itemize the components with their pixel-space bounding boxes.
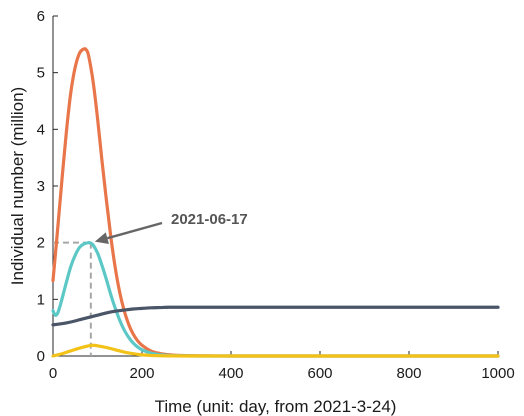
annotation-arrow-head xyxy=(94,232,109,244)
y-axis-title: Individual number (million) xyxy=(8,87,27,285)
series-line-4 xyxy=(51,305,500,327)
annotations: 2021-06-17 xyxy=(94,211,248,244)
x-tick-label: 600 xyxy=(307,365,332,382)
annotation-arrow-shaft xyxy=(107,221,163,240)
y-tick-label: 0 xyxy=(37,348,45,365)
y-tick-label: 4 xyxy=(37,121,45,138)
x-tick-label: 1000 xyxy=(481,365,514,382)
y-tick-label: 5 xyxy=(37,65,45,82)
x-tick-label: 800 xyxy=(396,365,421,382)
series-line-3 xyxy=(51,343,500,358)
annotation-date-label: 2021-06-17 xyxy=(171,211,248,228)
x-tick-label: 0 xyxy=(49,365,57,382)
x-ticks: 0 200 400 600 800 1000 xyxy=(49,351,515,382)
axes xyxy=(52,16,498,357)
x-tick-label: 400 xyxy=(218,365,243,382)
y-tick-label: 6 xyxy=(37,8,45,25)
x-tick-label: 200 xyxy=(129,365,154,382)
x-axis-title: Time (unit: day, from 2021-3-24) xyxy=(155,397,397,416)
y-tick-label: 1 xyxy=(37,291,45,308)
y-tick-label: 2 xyxy=(37,235,45,252)
y-tick-label: 3 xyxy=(37,178,45,195)
series-group xyxy=(51,47,500,358)
